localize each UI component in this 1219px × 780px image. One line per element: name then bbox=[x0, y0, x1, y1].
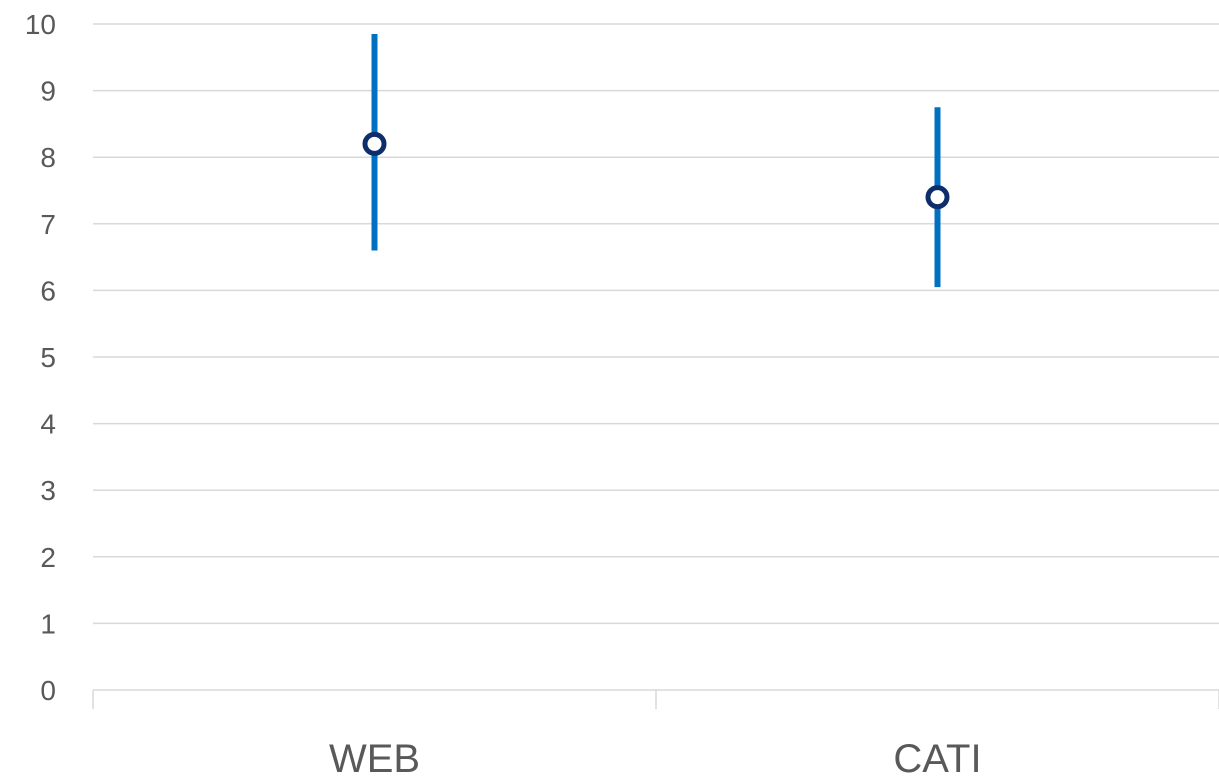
y-tick-label: 3 bbox=[40, 475, 56, 506]
x-axis-labels: WEB CATI bbox=[329, 737, 982, 780]
x-category-label: WEB bbox=[329, 737, 420, 780]
y-tick-label: 6 bbox=[40, 275, 56, 306]
y-tick-label: 7 bbox=[40, 209, 56, 240]
data-point bbox=[362, 131, 387, 156]
y-tick-label: 9 bbox=[40, 76, 56, 107]
gridlines bbox=[93, 23, 1219, 691]
y-tick-label: 4 bbox=[40, 409, 56, 440]
error-bars bbox=[371, 33, 941, 288]
y-axis-ticks: 0 1 2 3 4 5 6 7 8 9 10 bbox=[25, 9, 56, 706]
y-tick-label: 1 bbox=[40, 608, 56, 639]
x-category-label: CATI bbox=[893, 737, 981, 780]
y-tick-label: 8 bbox=[40, 142, 56, 173]
y-tick-label: 10 bbox=[25, 9, 56, 40]
y-tick-label: 5 bbox=[40, 342, 56, 373]
x-axis bbox=[92, 690, 1219, 709]
y-tick-label: 2 bbox=[40, 542, 56, 573]
y-tick-label: 0 bbox=[40, 675, 56, 706]
data-point bbox=[925, 185, 950, 210]
data-markers bbox=[362, 131, 950, 210]
